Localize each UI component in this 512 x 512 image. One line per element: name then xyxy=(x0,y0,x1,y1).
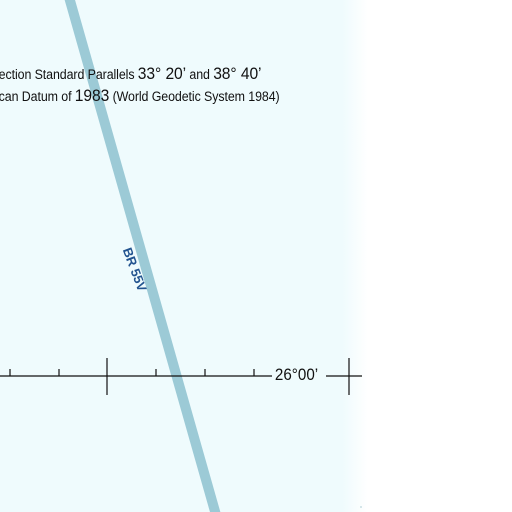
datum-note-system: (World Geodetic System 1984) xyxy=(109,89,280,104)
latitude-label: 26°00’ xyxy=(274,366,320,385)
datum-note-text: ican Datum of xyxy=(0,89,75,104)
standard-parallel-2: 38° 40’ xyxy=(213,64,262,83)
datum-year: 1983 xyxy=(74,86,110,105)
map-edge-fade xyxy=(342,0,368,512)
datum-note: ican Datum of 1983 (World Geodetic Syste… xyxy=(0,86,280,106)
map-background xyxy=(0,0,342,512)
military-route-line xyxy=(64,0,221,512)
projection-note-conjunction: and xyxy=(186,67,214,82)
latitude-scale xyxy=(0,358,362,395)
map-margin xyxy=(368,0,512,512)
map-speck xyxy=(360,506,362,508)
projection-note-text: jection Standard Parallels xyxy=(0,67,138,82)
standard-parallel-1: 33° 20’ xyxy=(137,64,187,83)
projection-note: jection Standard Parallels 33° 20’ and 3… xyxy=(0,64,262,84)
